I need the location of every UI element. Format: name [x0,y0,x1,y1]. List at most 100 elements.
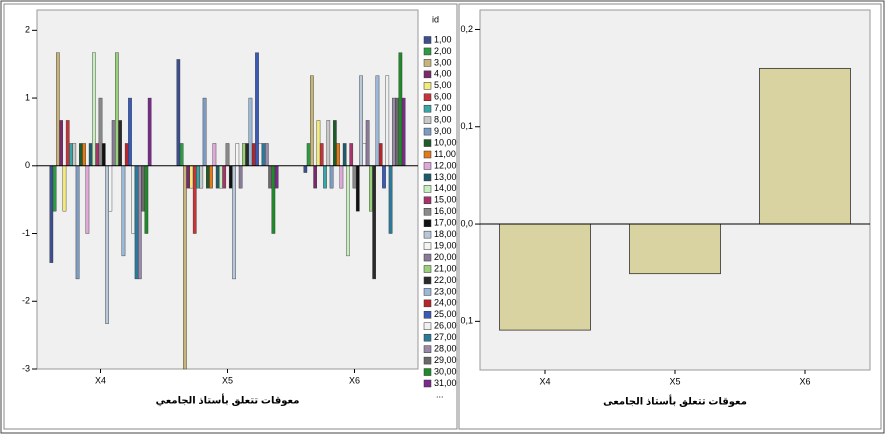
bar [629,223,721,275]
bar [88,143,93,166]
bar [219,165,223,189]
legend-swatch [423,299,432,308]
bar [382,165,386,189]
y-tick-label: 0,0 [460,218,473,228]
bar [349,143,354,166]
legend-label: 23,00 [434,286,457,296]
bar [78,143,83,166]
legend-label: 19,00 [434,240,457,250]
bar [121,165,126,257]
bar [137,165,142,280]
bar [342,143,347,166]
y-tick-label: 0,2 [460,24,473,34]
bar [378,143,383,166]
legend-swatch [423,242,432,250]
bar [306,143,311,166]
bar [271,165,276,234]
bar [108,165,113,212]
legend-swatch [423,230,432,239]
x-axis-title: معوقات تتعلق بأستاذ الجامعي [156,394,300,407]
bar [183,165,187,370]
legend-label: 1,00 [434,34,452,44]
bar [209,165,213,189]
legend-swatch [423,265,432,273]
legend-label: 13,00 [434,172,457,182]
legend-title: id [432,14,439,24]
bar [147,97,152,166]
bar [202,97,207,166]
legend-label: 31,00 [434,378,457,388]
bar [186,165,191,189]
bar [118,120,123,166]
bar [124,143,129,166]
bar [251,143,256,166]
legend-swatch [423,345,432,353]
bar [105,165,109,324]
bar [323,165,327,189]
bar [232,165,236,280]
bar [144,165,149,234]
bar [255,52,259,166]
legend-label: 12,00 [434,160,457,170]
bar [245,143,250,166]
bar [225,143,230,166]
x-tick-label: X4 [539,376,550,386]
bar [310,75,314,166]
legend-more: ... [436,389,444,399]
legend-label: 17,00 [434,218,457,228]
bar [235,143,240,166]
legend-label: 18,00 [434,229,457,239]
legend-label: 8,00 [434,115,452,125]
legend-swatch [423,196,432,205]
legend-swatch [423,150,432,159]
legend-swatch [423,379,432,388]
bar [313,165,318,189]
bar [336,143,340,166]
legend-label: 21,00 [434,263,457,273]
bar [56,52,60,166]
legend-swatch [423,322,432,330]
bar [49,165,54,263]
bar [326,120,331,166]
x-tick-label: X4 [95,375,106,385]
bar [205,165,210,189]
bar [401,97,406,166]
legend-swatch [423,70,432,79]
bar [196,165,200,189]
bar [128,97,132,166]
legend-swatch [423,208,432,216]
bar [261,143,266,166]
legend-label: 6,00 [434,92,452,102]
bar [82,143,86,166]
bar [72,143,77,166]
legend-label: 20,00 [434,252,457,262]
legend-swatch [423,82,432,90]
legend-label: 4,00 [434,69,452,79]
bar [179,143,184,166]
bar [62,165,67,212]
bar [346,165,350,257]
legend-label: 5,00 [434,80,452,90]
bar [372,165,377,280]
bar [329,165,334,189]
bar [274,165,279,189]
y-tick-label: 0,1 [460,121,473,131]
bar [134,165,139,280]
bar [388,165,393,234]
bar [355,165,360,212]
y-tick-label: 2 [25,25,30,35]
x-tick-label: X6 [799,376,810,386]
legend-swatch [423,253,432,262]
bar [264,143,269,166]
y-tick-label: 0 [25,160,30,170]
legend-label: 10,00 [434,137,457,147]
legend-swatch [423,127,432,136]
bar [258,143,263,166]
bar [75,165,80,280]
legend-swatch [423,162,432,170]
x-tick-label: X6 [349,375,360,385]
bar [215,165,220,189]
legend-label: 16,00 [434,206,457,216]
